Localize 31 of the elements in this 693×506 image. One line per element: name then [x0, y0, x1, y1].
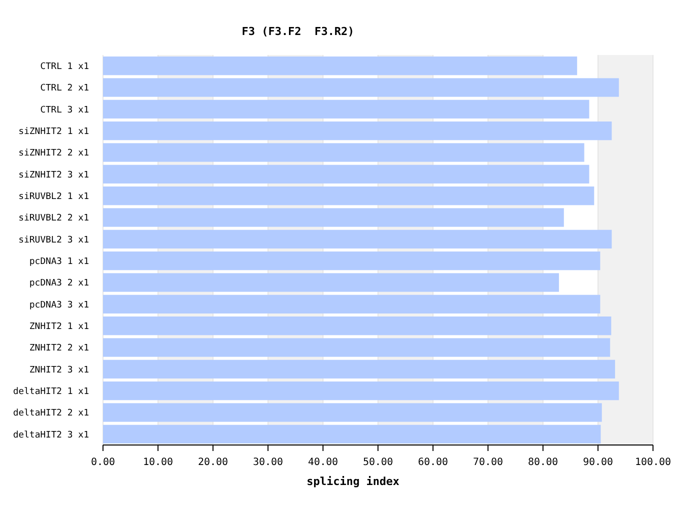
- y-tick-label: pcDNA3 1 x1: [29, 256, 89, 267]
- x-tick-label: 10.00: [142, 457, 174, 468]
- x-tick-label: 70.00: [472, 457, 504, 468]
- y-tick-label: CTRL 2 x1: [40, 84, 89, 94]
- y-tick-label: siRUVBL2 3 x1: [18, 235, 89, 246]
- y-tick-label: ZNHIT2 1 x1: [29, 322, 89, 332]
- x-tick-label: 60.00: [418, 457, 448, 468]
- y-tick-label: CTRL 3 x1: [40, 105, 89, 116]
- y-tick-label: pcDNA3 2 x1: [29, 278, 89, 289]
- y-tick-label: CTRL 1 x1: [40, 62, 89, 72]
- chart-title: F3 (F3.F2 F3.R2): [242, 25, 354, 38]
- y-tick-label: siRUVBL2 2 x1: [18, 214, 89, 224]
- x-tick-label: 100.00: [634, 457, 672, 468]
- x-tick-label: 90.00: [582, 457, 614, 468]
- y-tick-label: siZNHIT2 3 x1: [18, 170, 89, 180]
- x-tick-label: 80.00: [528, 457, 558, 468]
- y-tick-label: ZNHIT2 2 x1: [29, 344, 89, 354]
- x-tick-label: 30.00: [252, 457, 284, 468]
- y-tick-label: ZNHIT2 3 x1: [29, 365, 89, 376]
- y-tick-label: pcDNA3 3 x1: [29, 300, 89, 310]
- y-tick-label: deltaHIT2 1 x1: [13, 386, 89, 397]
- y-tick-label: siZNHIT2 2 x1: [18, 148, 89, 159]
- y-tick-label: siZNHIT2 1 x1: [18, 126, 89, 137]
- x-tick-label: 20.00: [198, 457, 228, 468]
- x-tick-label: 50.00: [362, 457, 394, 468]
- y-tick-label: siRUVBL2 1 x1: [18, 192, 89, 202]
- x-tick-label: 0.00: [90, 457, 116, 468]
- x-axis-title: splicing index: [306, 475, 400, 488]
- y-tick-label: deltaHIT2 3 x1: [13, 430, 89, 440]
- x-tick-label: 40.00: [308, 457, 338, 468]
- y-tick-label: deltaHIT2 2 x1: [13, 408, 89, 419]
